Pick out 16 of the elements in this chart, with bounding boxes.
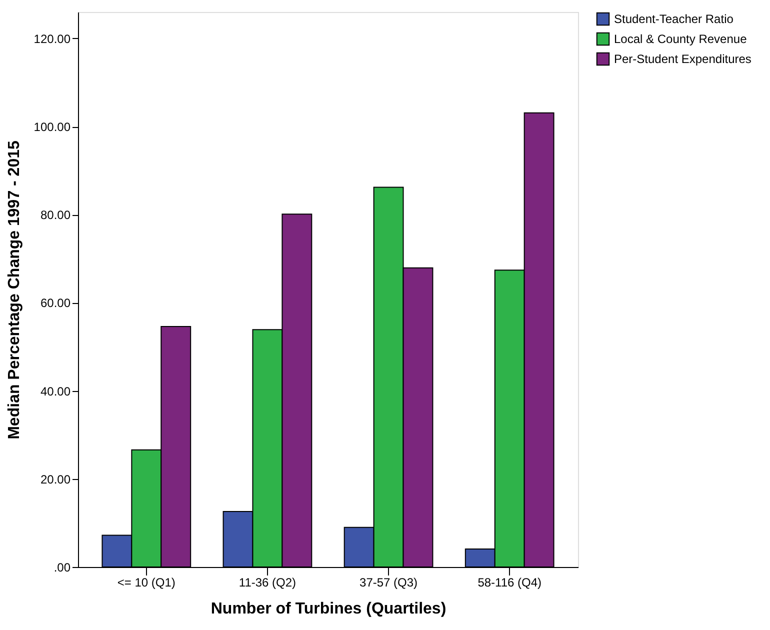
y-axis-title: Median Percentage Change 1997 - 2015 [6,140,23,440]
y-tick-label: 100.00 [34,120,71,134]
x-tick-label: 37-57 (Q3) [360,576,418,590]
legend-label: Per-Student Expenditures [614,52,752,66]
y-tick-label: 80.00 [40,208,71,222]
y-tick-label: 40.00 [40,384,71,398]
legend-label: Local & County Revenue [614,32,748,46]
x-tick-label: <= 10 (Q1) [117,576,176,590]
x-tick-label: 58-116 (Q4) [478,576,542,590]
y-tick-label: 20.00 [40,472,71,486]
y-tick-label: .00 [54,560,71,574]
x-tick-label: 11-36 (Q2) [238,576,296,590]
y-tick-label: 60.00 [40,296,71,310]
x-axis-title: Number of Turbines (Quartiles) [210,600,446,618]
y-tick-label: 120.00 [34,32,71,46]
legend-label: Student-Teacher Ratio [614,12,734,26]
